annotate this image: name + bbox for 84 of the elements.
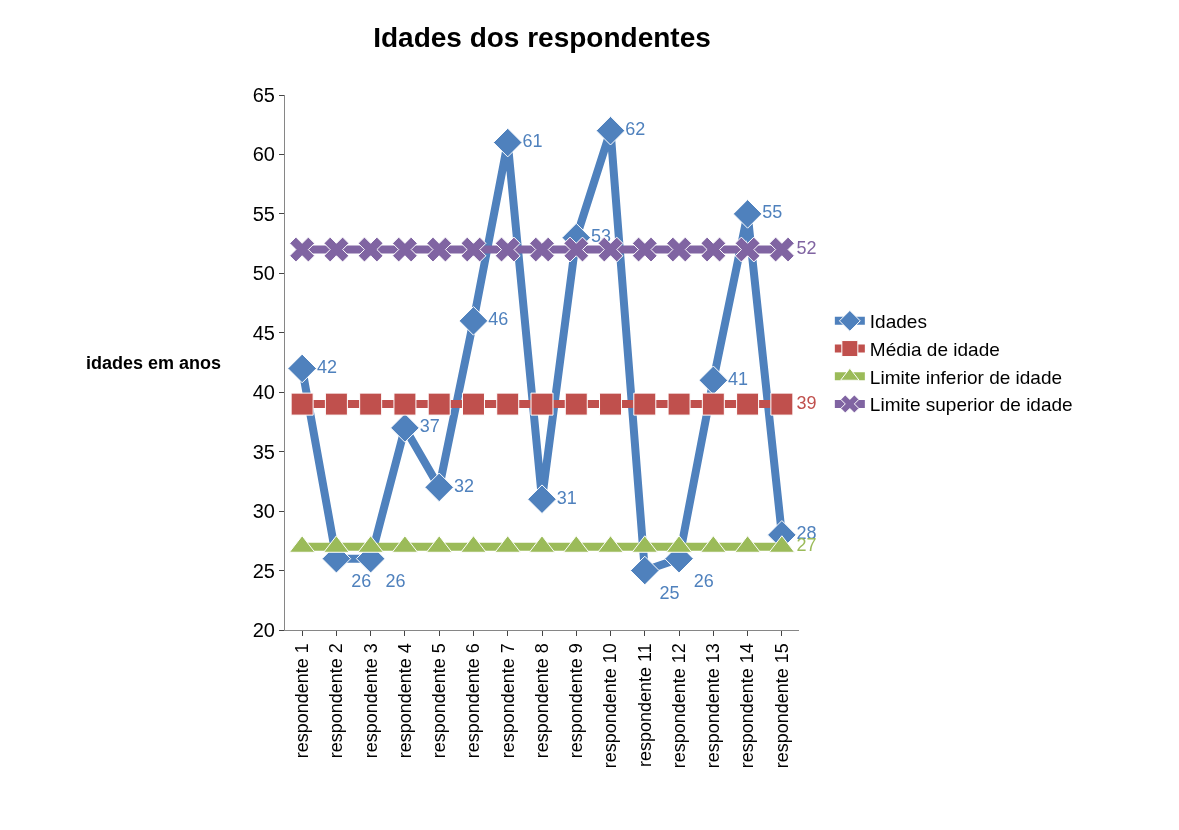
- data-label: 37: [419, 416, 440, 437]
- point: [667, 392, 691, 416]
- x-tick-label: respondente 2: [326, 643, 347, 759]
- y-tick-label: 30: [252, 500, 275, 523]
- point: [496, 392, 520, 416]
- point: [768, 236, 795, 263]
- point: [289, 236, 316, 263]
- data-label: 32: [453, 475, 474, 496]
- y-tick-label: 45: [252, 321, 275, 344]
- data-label: 61: [522, 131, 543, 152]
- x-tick-label: respondente 8: [531, 643, 552, 759]
- point: [426, 236, 453, 263]
- y-tick-label: 25: [252, 559, 275, 582]
- data-label: 26: [351, 570, 372, 591]
- y-tick-label: 60: [252, 143, 275, 166]
- data-label: 31: [556, 487, 577, 508]
- y-axis-title: idades em anos: [86, 353, 222, 373]
- y-tick-label: 20: [252, 619, 275, 641]
- y-tick-label: 35: [252, 440, 275, 463]
- point: [563, 236, 590, 263]
- point: [630, 555, 660, 586]
- x-tick-label: respondente 15: [771, 643, 792, 769]
- point: [599, 392, 623, 416]
- point: [700, 236, 727, 263]
- x-tick-label: respondente 5: [429, 643, 450, 759]
- point: [527, 484, 557, 515]
- data-label: 62: [625, 119, 646, 140]
- point: [492, 127, 523, 158]
- y-tick-label: 55: [252, 202, 275, 225]
- y-tick-label: 50: [252, 262, 275, 285]
- x-tick-label: respondente 1: [291, 643, 312, 759]
- point: [427, 392, 451, 416]
- point: [736, 392, 760, 416]
- data-label: 42: [316, 356, 337, 377]
- chart-title: Idades dos respondentes: [373, 22, 711, 54]
- x-tick-label: respondente 7: [497, 643, 518, 759]
- data-label: 39: [796, 392, 817, 413]
- data-label: 52: [796, 238, 817, 259]
- data-label: 26: [385, 570, 406, 591]
- x-tick-label: respondente 9: [566, 643, 587, 759]
- point: [461, 392, 485, 416]
- point: [460, 236, 487, 263]
- x-tick-label: respondente 11: [634, 643, 655, 767]
- point: [323, 236, 350, 263]
- y-tick-label: 65: [252, 84, 275, 106]
- data-label: 41: [728, 368, 749, 389]
- legend-label: Limite inferior de idade: [869, 366, 1063, 388]
- point: [633, 392, 657, 416]
- x-tick-label: respondente 3: [360, 643, 381, 759]
- x-tick-label: respondente 6: [463, 643, 484, 759]
- data-label: 46: [488, 309, 509, 330]
- point: [458, 306, 489, 336]
- point: [424, 472, 454, 503]
- legend-label: Limite superior de idade: [869, 394, 1073, 416]
- point: [770, 392, 794, 416]
- point: [290, 392, 314, 416]
- x-tick-label: respondente 12: [668, 643, 689, 769]
- point: [359, 392, 383, 416]
- point: [357, 236, 384, 263]
- point: [494, 236, 521, 263]
- point: [666, 236, 693, 263]
- x-tick-label: respondente 4: [394, 643, 415, 759]
- x-tick-label: respondente 14: [737, 643, 758, 769]
- data-label: 26: [693, 570, 714, 591]
- data-label: 25: [659, 582, 680, 603]
- point: [734, 236, 761, 263]
- point: [564, 392, 588, 416]
- point: [391, 236, 418, 263]
- x-tick-label: respondente 10: [600, 643, 621, 769]
- point: [324, 392, 348, 416]
- point: [390, 413, 420, 443]
- data-label: 55: [762, 202, 783, 223]
- x-tick-label: respondente 13: [703, 643, 724, 769]
- legend-label: Média de idade: [869, 338, 1000, 360]
- legend-label: Idades: [869, 311, 927, 333]
- point: [393, 392, 417, 416]
- point: [732, 199, 763, 229]
- point: [287, 353, 317, 384]
- y-tick-label: 40: [252, 381, 275, 404]
- point: [701, 392, 725, 416]
- point: [595, 115, 626, 146]
- point: [631, 236, 658, 263]
- point: [530, 392, 554, 416]
- point: [529, 236, 555, 263]
